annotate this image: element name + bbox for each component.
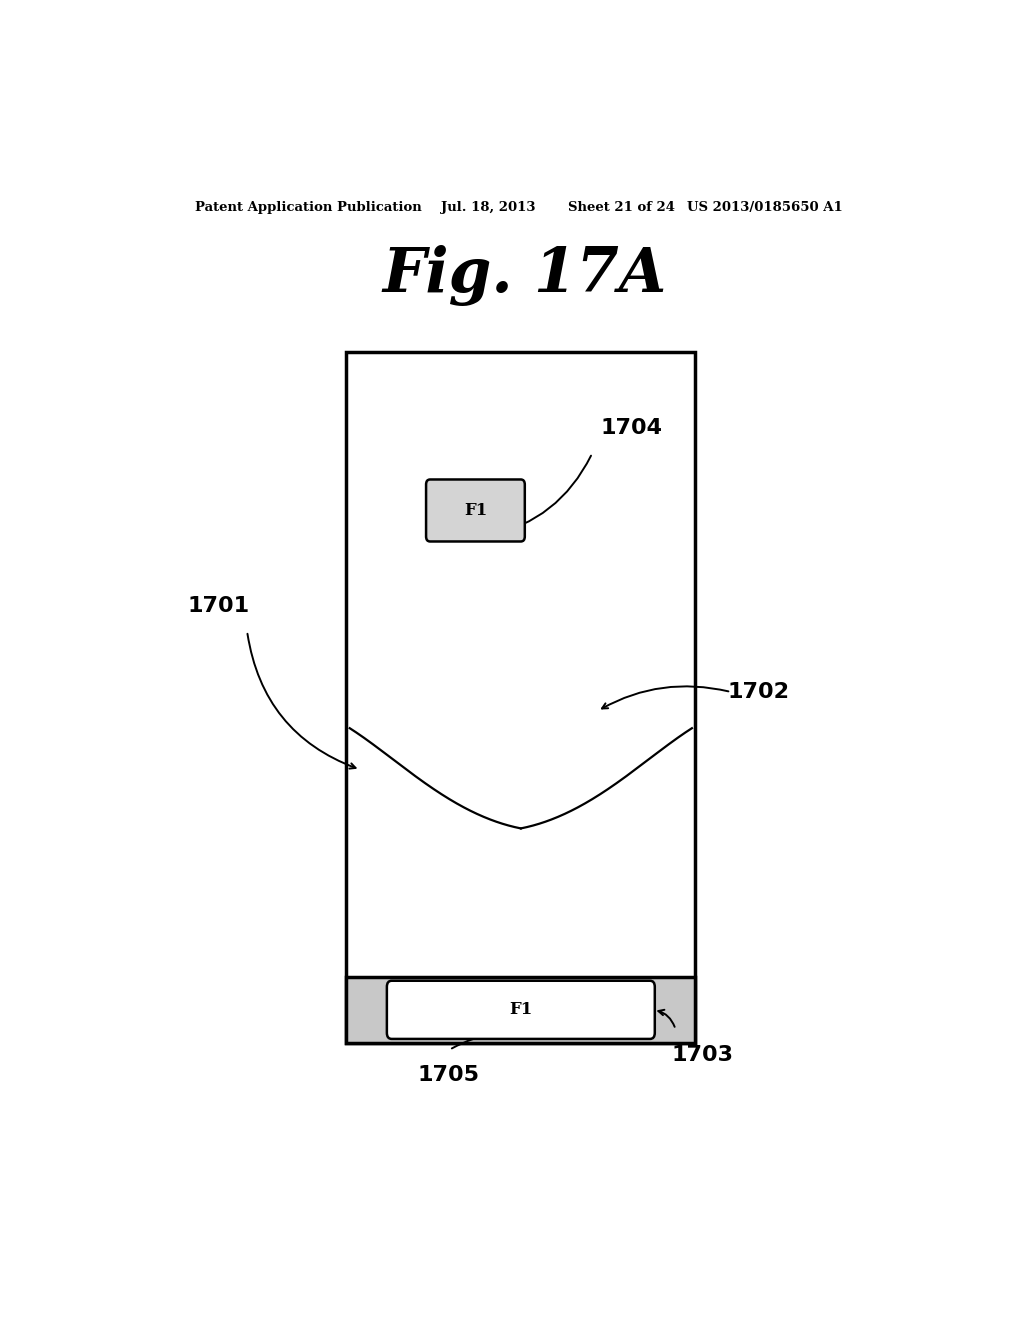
Text: F1: F1 — [464, 502, 487, 519]
Text: 1703: 1703 — [672, 1045, 733, 1065]
Text: Jul. 18, 2013: Jul. 18, 2013 — [441, 201, 536, 214]
Text: 1701: 1701 — [187, 595, 250, 615]
Text: 1704: 1704 — [600, 417, 663, 438]
FancyBboxPatch shape — [387, 981, 654, 1039]
Text: F1: F1 — [509, 1002, 532, 1018]
Text: Fig. 17A: Fig. 17A — [383, 244, 667, 306]
Text: 1705: 1705 — [418, 1065, 479, 1085]
Bar — [346, 977, 695, 1043]
Text: US 2013/0185650 A1: US 2013/0185650 A1 — [687, 201, 843, 214]
FancyBboxPatch shape — [426, 479, 524, 541]
Text: Patent Application Publication: Patent Application Publication — [196, 201, 422, 214]
Text: Sheet 21 of 24: Sheet 21 of 24 — [568, 201, 676, 214]
Bar — [346, 351, 695, 1043]
Text: 1702: 1702 — [727, 682, 790, 702]
